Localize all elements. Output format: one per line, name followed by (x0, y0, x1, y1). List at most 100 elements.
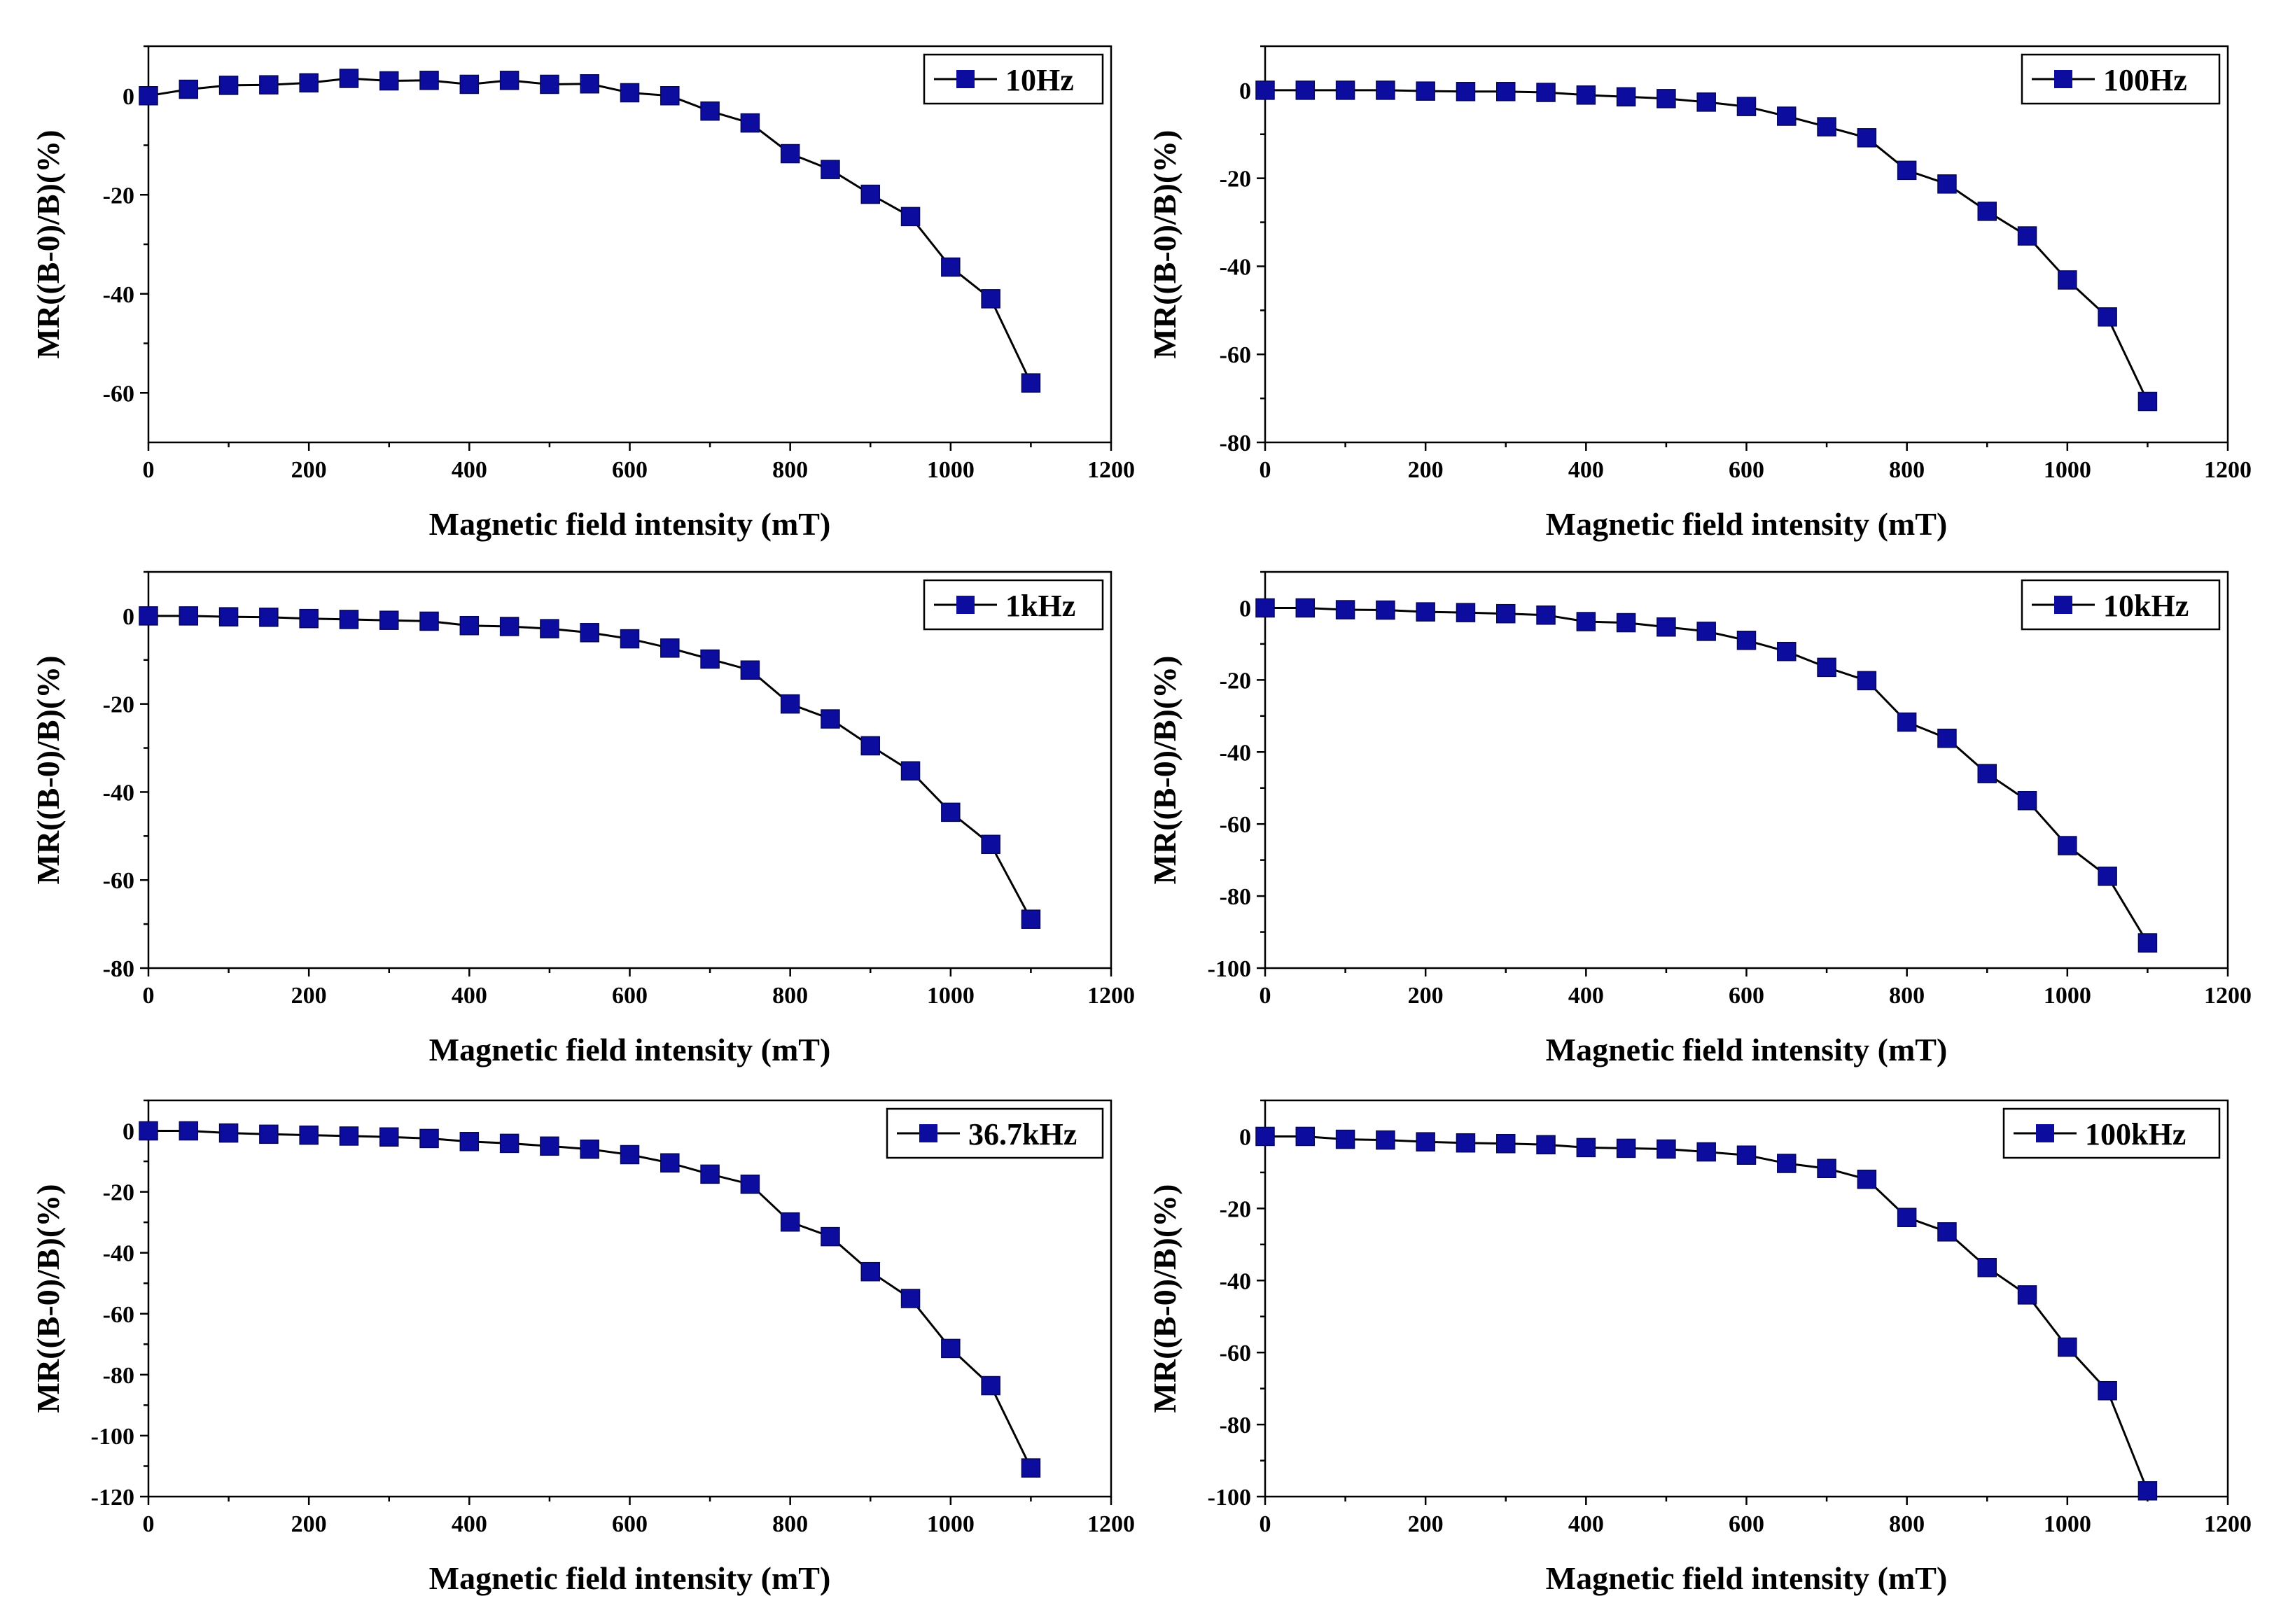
data-point (1456, 603, 1476, 622)
data-point (740, 1174, 760, 1194)
data-point (2098, 1380, 2117, 1401)
data-point (459, 1132, 480, 1152)
x-tick-label: 800 (1889, 457, 1925, 483)
data-point (1021, 1458, 1041, 1478)
data-point (1817, 1158, 1836, 1178)
data-point (1897, 160, 1917, 181)
data-point (1496, 82, 1516, 102)
chart-panel-100Hz: 0 200 400 600 800 1000 1200 -80 -60 -40 -20 0 Magnet… (1147, 45, 2252, 542)
data-point (1696, 92, 1716, 112)
x-tick-label: 200 (1408, 983, 1444, 1009)
data-point (821, 160, 840, 179)
x-tick-label: 0 (1260, 983, 1271, 1009)
data-point (379, 610, 399, 630)
y-tick-label: -80 (103, 1363, 134, 1389)
data-point (2058, 270, 2077, 290)
data-point (1496, 603, 1516, 624)
data-point (499, 1133, 519, 1154)
data-point (660, 1153, 680, 1173)
y-tick-label: -40 (1220, 1268, 1251, 1294)
data-point (1696, 622, 1716, 641)
data-point (419, 1128, 439, 1149)
x-tick-label: 1200 (2204, 457, 2252, 483)
y-tick-label: 0 (123, 1119, 134, 1145)
data-point (620, 629, 640, 649)
y-tick-label: -80 (1220, 1413, 1251, 1438)
data-point (1021, 909, 1041, 929)
data-point (2137, 1481, 2158, 1501)
data-point (179, 1121, 199, 1141)
x-tick-label: 1000 (927, 457, 975, 483)
data-point (1616, 1138, 1636, 1158)
data-point (259, 608, 279, 627)
data-point (1295, 598, 1316, 618)
y-tick-label: -80 (1220, 430, 1251, 456)
y-tick-label: 0 (1239, 596, 1251, 622)
data-point (2098, 867, 2117, 886)
data-point (1977, 202, 1997, 221)
data-point (900, 206, 921, 227)
x-axis-title: Magnetic field intensity (mT) (429, 506, 831, 542)
y-axis-title: MR((B-0)/B)(%) (1147, 655, 1183, 884)
y-tick-label: -20 (1220, 167, 1251, 192)
data-point (1416, 602, 1435, 622)
x-tick-label: 200 (291, 457, 327, 483)
data-point (780, 144, 800, 164)
data-point (1376, 80, 1395, 100)
data-point (1416, 81, 1435, 101)
data-point (179, 606, 199, 626)
data-point (1817, 657, 1836, 678)
y-tick-label: -60 (103, 381, 134, 407)
data-point (379, 71, 399, 91)
data-point (941, 802, 961, 822)
data-point (1937, 174, 1957, 194)
data-point (1736, 631, 1757, 650)
data-point (620, 83, 640, 103)
y-axis-title: MR((B-0)/B)(%) (30, 655, 66, 884)
data-point (900, 761, 921, 781)
data-point (299, 73, 319, 93)
x-tick-label: 600 (1729, 457, 1764, 483)
x-axis-title: Magnetic field intensity (mT) (1546, 506, 1948, 542)
data-point (1536, 83, 1556, 102)
data-point (981, 834, 1000, 855)
legend-label: 36.7kHz (968, 1117, 1077, 1152)
y-tick-label: -60 (103, 868, 134, 894)
legend-label: 10kHz (2103, 589, 2189, 623)
data-point (700, 1164, 720, 1184)
data-point (1295, 1126, 1316, 1147)
data-point (1977, 764, 1997, 783)
data-point (660, 638, 680, 658)
x-tick-label: 800 (772, 1511, 808, 1537)
data-point (1977, 1257, 1997, 1278)
y-axis-title: MR((B-0)/B)(%) (30, 130, 66, 358)
data-point (660, 86, 680, 106)
data-point (780, 694, 800, 714)
data-point (1456, 82, 1476, 102)
series-line (1265, 1135, 2149, 1492)
data-point (379, 1127, 399, 1147)
y-tick-label: -60 (1220, 342, 1251, 368)
x-tick-label: 800 (1889, 1511, 1925, 1537)
y-tick-label: -100 (1208, 956, 1251, 982)
chart-panel-1kHz: 0 200 400 600 800 1000 1200 -80 -60 -40 -20 0 Magnet… (30, 570, 1135, 1068)
y-axis-title: MR((B-0)/B)(%) (30, 1184, 66, 1413)
x-tick-label: 400 (1568, 457, 1604, 483)
x-tick-label: 600 (1729, 983, 1764, 1009)
data-point (860, 736, 880, 756)
series-line (148, 1130, 1032, 1469)
x-tick-label: 800 (772, 983, 808, 1009)
data-point (540, 74, 559, 94)
x-tick-label: 0 (143, 1511, 155, 1537)
chart-panel-10kHz: 0 200 400 600 800 1000 1200 -100 -80 -60 -40 -20 0 Ma… (1147, 570, 2252, 1068)
data-point (218, 1123, 239, 1143)
y-tick-label: -100 (91, 1424, 134, 1450)
data-point (499, 617, 519, 636)
chart-panel-36.7kHz: 0 200 400 600 800 1000 1200 -120 -100 -80 -60 -40 -2… (30, 1099, 1135, 1596)
series-line (148, 77, 1032, 384)
legend-label: 100Hz (2103, 63, 2187, 97)
data-point (2017, 226, 2037, 246)
data-point (1696, 1142, 1716, 1162)
data-point (1897, 712, 1917, 732)
